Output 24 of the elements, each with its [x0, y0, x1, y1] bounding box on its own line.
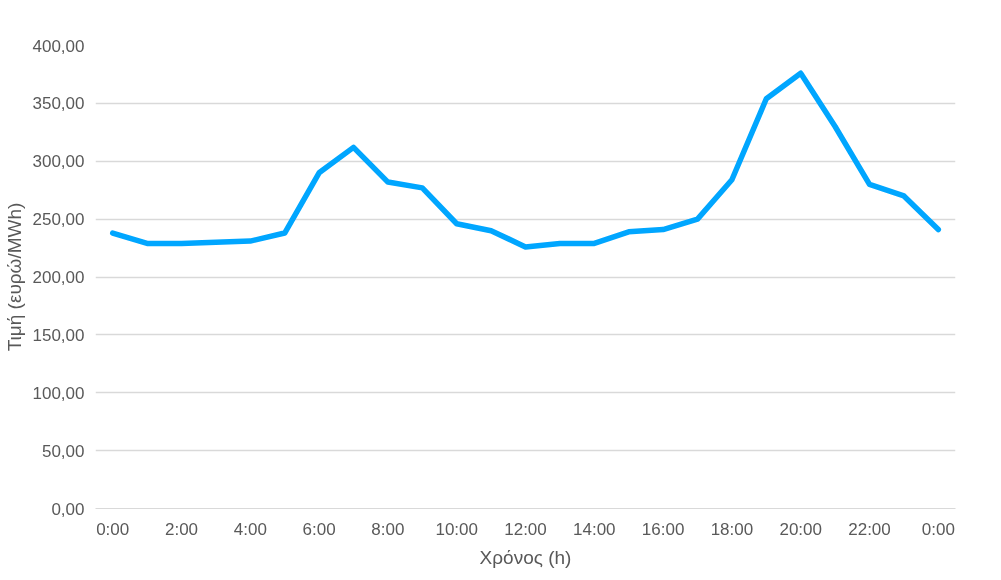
y-tick-label: 150,00 [32, 325, 85, 345]
x-tick-label: 20:00 [779, 519, 822, 539]
y-axis-title: Τιμή (ευρώ/MWh) [3, 202, 25, 352]
x-tick-label: 0:00 [96, 519, 130, 539]
x-tick-label: 2:00 [164, 519, 199, 539]
y-tick-label: 400,00 [32, 36, 85, 56]
x-tick-label: 6:00 [302, 519, 336, 539]
y-tick-label: 300,00 [32, 152, 85, 172]
y-tick-label: 50,00 [41, 441, 85, 461]
x-tick-label: 18:00 [710, 519, 754, 539]
y-tick-label: 200,00 [32, 268, 85, 287]
x-tick-label: 4:00 [233, 519, 267, 539]
x-tick-label: 12:00 [504, 519, 547, 539]
y-tick-label: 350,00 [32, 94, 85, 114]
x-tick-label: 8:00 [371, 519, 405, 539]
x-tick-label: 16:00 [641, 519, 685, 539]
x-tick-label: 10:00 [435, 519, 478, 539]
x-tick-label: 0:00 [921, 519, 955, 539]
x-tick-label: 22:00 [848, 519, 891, 539]
y-tick-label: 0,00 [51, 499, 85, 519]
y-tick-label: 100,00 [32, 383, 85, 403]
x-axis-title: Χρόνος (h) [479, 546, 572, 568]
x-tick-label: 14:00 [573, 519, 616, 539]
y-tick-label: 250,00 [32, 210, 85, 230]
